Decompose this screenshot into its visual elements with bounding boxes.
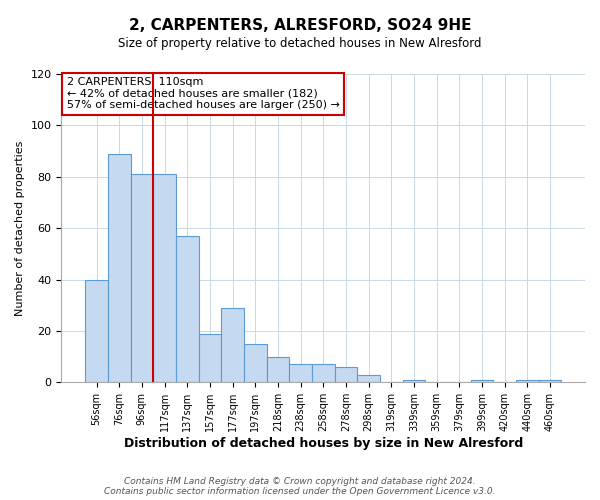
Bar [470,380,493,382]
Bar [539,380,561,382]
Bar [357,374,380,382]
Text: Contains HM Land Registry data © Crown copyright and database right 2024.: Contains HM Land Registry data © Crown c… [124,477,476,486]
Bar [199,334,221,382]
Y-axis label: Number of detached properties: Number of detached properties [15,140,25,316]
Text: Size of property relative to detached houses in New Alresford: Size of property relative to detached ho… [118,38,482,51]
Bar [335,367,357,382]
Text: 2, CARPENTERS, ALRESFORD, SO24 9HE: 2, CARPENTERS, ALRESFORD, SO24 9HE [129,18,471,32]
Bar [266,356,289,382]
X-axis label: Distribution of detached houses by size in New Alresford: Distribution of detached houses by size … [124,437,523,450]
Bar [176,236,199,382]
Text: Contains public sector information licensed under the Open Government Licence v3: Contains public sector information licen… [104,487,496,496]
Bar [312,364,335,382]
Bar [244,344,266,383]
Bar [221,308,244,382]
Bar [131,174,153,382]
Bar [85,280,108,382]
Bar [403,380,425,382]
Bar [153,174,176,382]
Bar [516,380,539,382]
Bar [289,364,312,382]
Text: 2 CARPENTERS: 110sqm
← 42% of detached houses are smaller (182)
57% of semi-deta: 2 CARPENTERS: 110sqm ← 42% of detached h… [67,77,340,110]
Bar [108,154,131,382]
